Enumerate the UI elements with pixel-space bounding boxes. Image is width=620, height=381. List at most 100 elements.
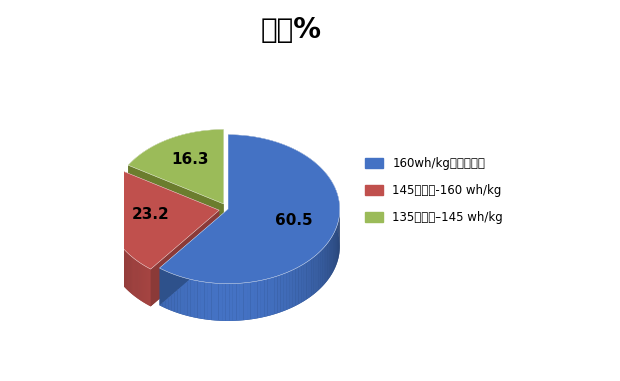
- Polygon shape: [183, 134, 184, 172]
- Polygon shape: [261, 280, 264, 318]
- Polygon shape: [203, 131, 205, 168]
- Polygon shape: [219, 130, 221, 167]
- Polygon shape: [122, 247, 123, 285]
- Polygon shape: [165, 140, 166, 178]
- Polygon shape: [174, 137, 175, 174]
- Polygon shape: [332, 181, 333, 220]
- Polygon shape: [338, 195, 339, 234]
- Polygon shape: [194, 132, 195, 169]
- Polygon shape: [175, 136, 176, 174]
- Polygon shape: [162, 141, 164, 179]
- Polygon shape: [247, 282, 250, 320]
- Polygon shape: [334, 185, 335, 225]
- Polygon shape: [174, 275, 177, 313]
- Polygon shape: [277, 142, 280, 180]
- Polygon shape: [180, 135, 182, 173]
- Polygon shape: [229, 283, 233, 321]
- Polygon shape: [151, 147, 152, 184]
- Polygon shape: [270, 140, 273, 178]
- Polygon shape: [199, 131, 200, 168]
- Polygon shape: [250, 282, 254, 319]
- Polygon shape: [319, 166, 322, 205]
- Polygon shape: [330, 237, 332, 276]
- Polygon shape: [333, 232, 334, 272]
- Polygon shape: [140, 154, 141, 192]
- Polygon shape: [131, 256, 132, 294]
- Polygon shape: [318, 251, 320, 290]
- Polygon shape: [197, 131, 198, 169]
- Polygon shape: [187, 133, 188, 171]
- Polygon shape: [149, 269, 151, 306]
- Polygon shape: [201, 131, 202, 168]
- Polygon shape: [211, 130, 212, 167]
- Polygon shape: [298, 266, 301, 304]
- Polygon shape: [194, 280, 198, 318]
- Polygon shape: [126, 252, 127, 290]
- Polygon shape: [153, 146, 154, 183]
- Polygon shape: [320, 249, 322, 288]
- Polygon shape: [219, 283, 222, 321]
- Polygon shape: [128, 166, 224, 241]
- Polygon shape: [212, 130, 213, 167]
- Polygon shape: [208, 130, 209, 167]
- Polygon shape: [166, 140, 167, 178]
- Polygon shape: [107, 171, 219, 269]
- Polygon shape: [123, 249, 124, 287]
- Polygon shape: [159, 134, 340, 284]
- Polygon shape: [196, 131, 197, 169]
- Polygon shape: [274, 276, 278, 314]
- Polygon shape: [221, 130, 222, 167]
- Polygon shape: [311, 159, 313, 198]
- Polygon shape: [233, 283, 236, 321]
- Polygon shape: [327, 174, 329, 214]
- Polygon shape: [210, 130, 211, 167]
- Polygon shape: [326, 243, 327, 282]
- Polygon shape: [273, 141, 277, 179]
- Polygon shape: [304, 262, 306, 301]
- Polygon shape: [228, 134, 232, 172]
- Polygon shape: [217, 130, 218, 167]
- Polygon shape: [249, 136, 253, 174]
- Polygon shape: [147, 149, 148, 187]
- Polygon shape: [141, 153, 142, 191]
- Polygon shape: [170, 138, 171, 176]
- Polygon shape: [284, 272, 287, 311]
- Polygon shape: [260, 138, 263, 176]
- Polygon shape: [211, 283, 215, 320]
- Polygon shape: [208, 282, 211, 320]
- Polygon shape: [128, 130, 224, 204]
- Polygon shape: [107, 209, 219, 306]
- Polygon shape: [186, 134, 187, 171]
- Polygon shape: [167, 139, 169, 177]
- Polygon shape: [336, 190, 337, 229]
- Polygon shape: [128, 253, 129, 291]
- Polygon shape: [149, 147, 151, 185]
- Polygon shape: [283, 144, 286, 182]
- Polygon shape: [107, 171, 219, 269]
- Polygon shape: [308, 157, 311, 196]
- Polygon shape: [192, 132, 193, 170]
- Polygon shape: [329, 176, 330, 216]
- Polygon shape: [177, 136, 178, 173]
- Polygon shape: [130, 256, 131, 293]
- Polygon shape: [202, 131, 203, 168]
- Polygon shape: [146, 150, 147, 187]
- Polygon shape: [198, 131, 199, 169]
- Polygon shape: [286, 145, 289, 184]
- Legend: 160wh/kg（含）以上, 145（含）-160 wh/kg, 135（含）–145 wh/kg: 160wh/kg（含）以上, 145（含）-160 wh/kg, 135（含）–…: [361, 152, 508, 229]
- Polygon shape: [207, 130, 208, 168]
- Polygon shape: [324, 170, 326, 210]
- Polygon shape: [156, 144, 157, 182]
- Polygon shape: [177, 275, 181, 314]
- Polygon shape: [244, 283, 247, 320]
- Polygon shape: [132, 257, 133, 295]
- Text: 占比%: 占比%: [261, 16, 322, 44]
- Polygon shape: [316, 253, 318, 292]
- Polygon shape: [122, 172, 123, 210]
- Polygon shape: [152, 146, 153, 184]
- Polygon shape: [158, 143, 159, 181]
- Polygon shape: [206, 130, 207, 168]
- Polygon shape: [142, 152, 143, 190]
- Polygon shape: [332, 234, 333, 274]
- Polygon shape: [188, 133, 190, 170]
